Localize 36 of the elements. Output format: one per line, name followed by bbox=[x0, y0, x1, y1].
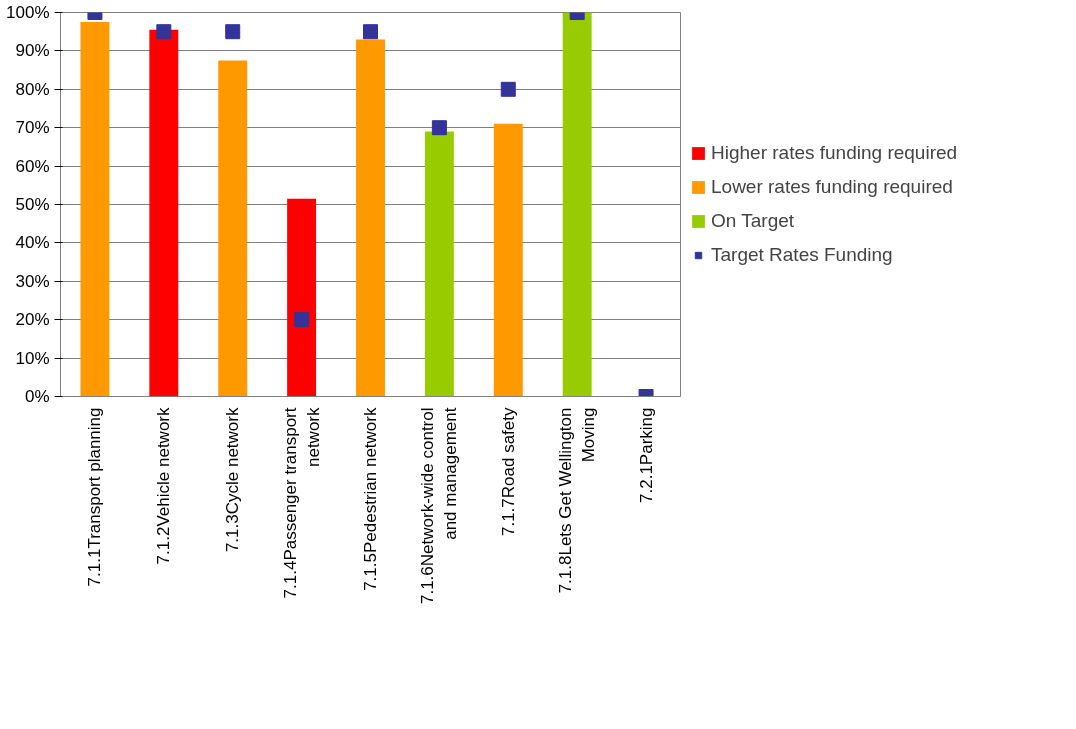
y-tick-label: 100% bbox=[6, 3, 50, 22]
y-tick-label: 10% bbox=[15, 348, 50, 368]
bar bbox=[493, 123, 523, 397]
x-tick-label: 7.1.2Vehicle network bbox=[154, 407, 174, 565]
x-tick-label: 7.1.4Passenger transport network bbox=[280, 407, 323, 599]
point bbox=[363, 24, 378, 40]
bar bbox=[356, 39, 385, 397]
y-tick-label: 80% bbox=[15, 79, 50, 99]
bar bbox=[562, 12, 592, 397]
x-tick-label: 7.1.7Road safety bbox=[498, 407, 518, 537]
legend-label: Lower rates funding required bbox=[711, 176, 953, 198]
x-tick-label: 7.2.1Parking bbox=[636, 407, 656, 503]
y-tick-label: 20% bbox=[15, 310, 50, 330]
y-tick-label: 60% bbox=[15, 156, 50, 176]
point bbox=[500, 81, 516, 97]
y-tick-label: 0% bbox=[24, 387, 50, 406]
point bbox=[431, 120, 447, 136]
y-tick-label: 30% bbox=[15, 271, 50, 291]
legend-label: Higher rates funding required bbox=[711, 142, 958, 164]
x-tick-label: 7.1.3Cycle network bbox=[223, 407, 243, 553]
bar bbox=[149, 29, 179, 397]
point bbox=[225, 24, 241, 40]
y-tick-label: 40% bbox=[15, 233, 50, 253]
bar bbox=[80, 22, 110, 397]
bar bbox=[424, 131, 454, 397]
bar bbox=[218, 60, 248, 397]
y-tick-label: 70% bbox=[15, 118, 50, 138]
x-tick-label: 7.1.5Pedestrian network bbox=[361, 407, 380, 591]
point bbox=[156, 24, 172, 40]
legend-label: On Target bbox=[711, 210, 795, 232]
x-tick-label: 7.1.1Transport planning bbox=[85, 407, 105, 587]
bar bbox=[287, 198, 317, 397]
y-tick-label: 90% bbox=[15, 41, 50, 61]
legend-label: Target Rates Funding bbox=[711, 244, 893, 266]
x-tick-label: 7.1.8Lets Get Wellington Moving bbox=[556, 407, 599, 594]
y-tick-label: 50% bbox=[15, 195, 50, 214]
